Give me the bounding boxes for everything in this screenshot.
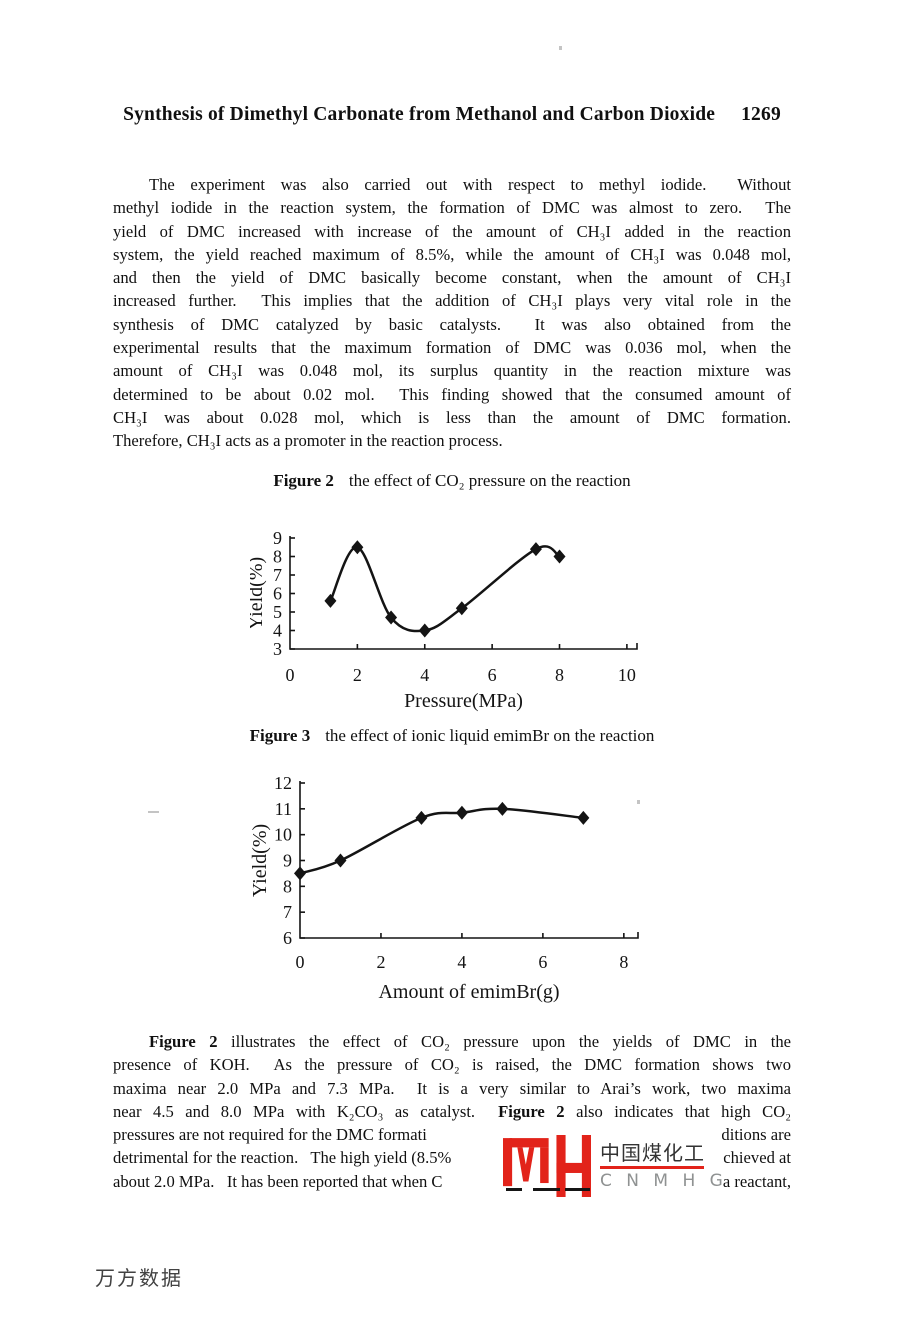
svg-text:Yield(%): Yield(%) [250, 557, 267, 630]
watermark-latin-text: C N M H G [600, 1171, 728, 1191]
text-line-partially-covered: about 2.0 MPa. It has been reported that… [113, 1170, 791, 1193]
svg-text:9: 9 [283, 851, 292, 871]
text-line: The experiment was also carried out with… [149, 175, 791, 194]
text-segment: illustrates the effect of CO₂ pressure u… [217, 1032, 791, 1051]
paragraph-methyl-iodide: The experiment was also carried out with… [113, 173, 791, 453]
svg-text:4: 4 [420, 665, 429, 685]
text-line: Therefore, CH₃I acts as a promoter in th… [113, 431, 503, 451]
svg-text:0: 0 [296, 952, 305, 972]
svg-text:2: 2 [353, 665, 362, 685]
wanfang-data-mark: 万方数据 [95, 1266, 183, 1290]
figure3-chart: 6 7 8 9 10 11 12 0 2 4 6 8 Amount of emimBr(g) Yield(… [250, 773, 639, 1003]
figure3-caption: Figure 3 the effect of ionic liquid emimB… [0, 726, 904, 746]
svg-text:8: 8 [555, 665, 564, 685]
text-segment: ditions are [721, 1125, 791, 1145]
text-line: yield of DMC increased with increase of … [113, 221, 791, 241]
text-segment: a reactant, [722, 1171, 791, 1191]
watermark-chinese-text: 中国煤化工 [600, 1141, 705, 1165]
scan-artifact [148, 811, 159, 813]
text-line: methyl iodide in the reaction system, th… [113, 198, 791, 218]
figure2-caption-text: the effect of CO₂ pressure on the reacti… [348, 471, 631, 490]
svg-text:3: 3 [273, 639, 282, 659]
svg-text:8: 8 [619, 952, 628, 972]
paper-title: Synthesis of Dimethyl Carbonate from Met… [123, 104, 716, 125]
text-line: near 4.5 and 8.0 MPa with K₂CO₃ as catal… [113, 1100, 791, 1123]
scan-artifact [559, 46, 562, 50]
svg-text:10: 10 [618, 665, 636, 685]
svg-text:6: 6 [273, 584, 282, 604]
svg-text:11: 11 [275, 799, 292, 819]
svg-text:10: 10 [274, 825, 292, 845]
svg-text:5: 5 [273, 602, 282, 622]
svg-text:6: 6 [538, 952, 547, 972]
text-line: increased further. This implies that the… [113, 291, 791, 311]
svg-text:Pressure(MPa): Pressure(MPa) [404, 690, 523, 712]
text-line: maxima near 2.0 MPa and 7.3 MPa. It is a… [113, 1078, 791, 1098]
scan-artifact [637, 800, 640, 804]
text-segment: detrimental for the reaction. The high y… [113, 1148, 452, 1168]
text-line: determined to be about 0.02 mol. This fi… [113, 384, 791, 404]
figure2-reference: Figure 2 [149, 1032, 218, 1051]
page-number: 1269 [741, 104, 781, 125]
svg-text:6: 6 [488, 665, 497, 685]
text-line: and then the yield of DMC basically beco… [113, 268, 791, 288]
svg-text:7: 7 [273, 565, 282, 585]
svg-text:8: 8 [273, 547, 282, 567]
svg-text:12: 12 [274, 773, 292, 793]
text-line: CH₃I was about 0.028 mol, which is less … [113, 407, 791, 427]
text-line: experimental results that the maximum fo… [113, 338, 791, 358]
cnmhg-logo-icon [503, 1135, 591, 1197]
text-segment: near 4.5 and 8.0 MPa with K₂CO₃ as catal… [113, 1101, 499, 1121]
svg-text:Yield(%): Yield(%) [250, 824, 271, 897]
svg-text:4: 4 [457, 952, 466, 972]
svg-text:7: 7 [283, 902, 292, 922]
covered-text-remnant [565, 1188, 590, 1191]
text-segment: also indicates that high CO₂ [564, 1101, 791, 1121]
text-line-partially-covered: detrimental for the reaction. The high y… [113, 1146, 791, 1169]
svg-text:Amount of emimBr(g): Amount of emimBr(g) [378, 981, 559, 1003]
figure3-caption-text: the effect of ionic liquid emimBr on the… [325, 726, 655, 745]
figure2-caption-label: Figure 2 [273, 471, 334, 490]
figure2-caption: Figure 2 the effect of CO₂ pressure on th… [0, 471, 904, 491]
paragraph-figure2-discussion: Figure 2 illustrates the effect of CO₂ p… [113, 1030, 791, 1193]
text-segment: pressures are not required for the DMC f… [113, 1125, 427, 1145]
text-line: system, the yield reached maximum of 8.5… [113, 244, 791, 264]
watermark-underline [600, 1166, 704, 1169]
watermark-text-block: 中国煤化工 C N M H G [600, 1141, 727, 1191]
text-line: presence of KOH. As the pressure of CO₂ … [113, 1055, 791, 1075]
text-line: Figure 2 illustrates the effect of CO₂ p… [113, 1030, 791, 1053]
text-line-partially-covered: pressures are not required for the DMC f… [113, 1123, 791, 1146]
svg-text:0: 0 [286, 665, 295, 685]
text-line: synthesis of DMC catalyzed by basic cata… [113, 314, 791, 334]
page-header: Synthesis of Dimethyl Carbonate from Met… [0, 104, 904, 126]
svg-text:4: 4 [273, 621, 282, 641]
text-line: amount of CH₃I was 0.048 mol, its surplu… [113, 361, 791, 381]
figure2-reference: Figure 2 [498, 1101, 565, 1121]
svg-text:2: 2 [376, 952, 385, 972]
svg-text:9: 9 [273, 528, 282, 548]
covered-text-remnant [506, 1188, 522, 1191]
figure3-caption-label: Figure 3 [249, 726, 311, 745]
covered-text-remnant [533, 1188, 560, 1191]
svg-text:6: 6 [283, 928, 292, 948]
cnmhg-watermark: 中国煤化工 C N M H G [503, 1124, 723, 1208]
svg-text:8: 8 [283, 876, 292, 896]
text-segment: about 2.0 MPa. It has been reported that… [113, 1171, 443, 1191]
text-segment: chieved at [723, 1148, 791, 1168]
